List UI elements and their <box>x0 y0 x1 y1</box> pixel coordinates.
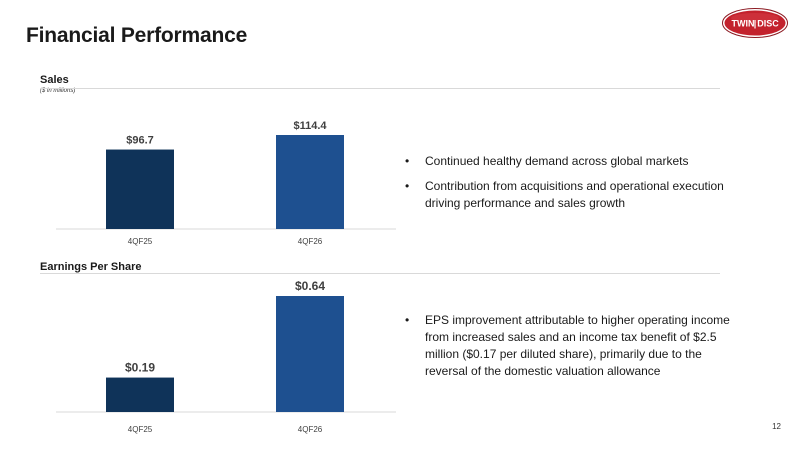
eps-bar-4qf25 <box>106 377 174 412</box>
sales-data-label-4qf25: $96.7 <box>126 135 154 147</box>
sales-bullet-2: • Contribution from acquisitions and oper… <box>405 179 724 210</box>
eps-bullet-1: • EPS improvement attributable to higher … <box>405 313 730 378</box>
sales-bullet-list: • Continued healthy demand across global … <box>403 153 733 220</box>
twin-disc-logo: TWIN | DISC <box>722 8 788 38</box>
eps-data-label-4qf25: $0.19 <box>125 361 155 375</box>
sales-tick-label-4qf25: 4QF25 <box>128 237 153 246</box>
sales-bar-4qf26 <box>276 135 344 229</box>
sales-section-title: Sales <box>40 74 69 86</box>
sales-header-rule <box>40 88 720 89</box>
eps-bullet-list: • EPS improvement attributable to higher … <box>403 312 733 388</box>
sales-tick-label-4qf26: 4QF26 <box>298 237 323 246</box>
eps-data-label-4qf26: $0.64 <box>295 279 325 293</box>
eps-tick-label-4qf26: 4QF26 <box>298 425 323 434</box>
eps-header-rule <box>40 273 720 274</box>
sales-data-label-4qf26: $114.4 <box>293 120 327 132</box>
page-number: 12 <box>772 422 781 431</box>
sales-bar-4qf25 <box>106 149 174 229</box>
eps-tick-label-4qf25: 4QF25 <box>128 425 153 434</box>
sales-section-subtitle: ($ in millions) <box>40 88 76 94</box>
page-title: Financial Performance <box>26 24 248 47</box>
eps-section-title: Earnings Per Share <box>40 261 142 273</box>
eps-bar-chart: $0.19 4QF25 $0.64 4QF26 <box>56 279 396 434</box>
sales-bar-chart: $96.7 4QF25 $114.4 4QF26 <box>56 120 396 246</box>
sales-bullet-1: • Continued healthy demand across global … <box>405 154 689 168</box>
logo-text-disc: DISC <box>757 19 779 29</box>
eps-bar-4qf26 <box>276 296 344 412</box>
logo-text-twin: TWIN <box>732 19 755 29</box>
svg-text:|: | <box>754 19 757 29</box>
